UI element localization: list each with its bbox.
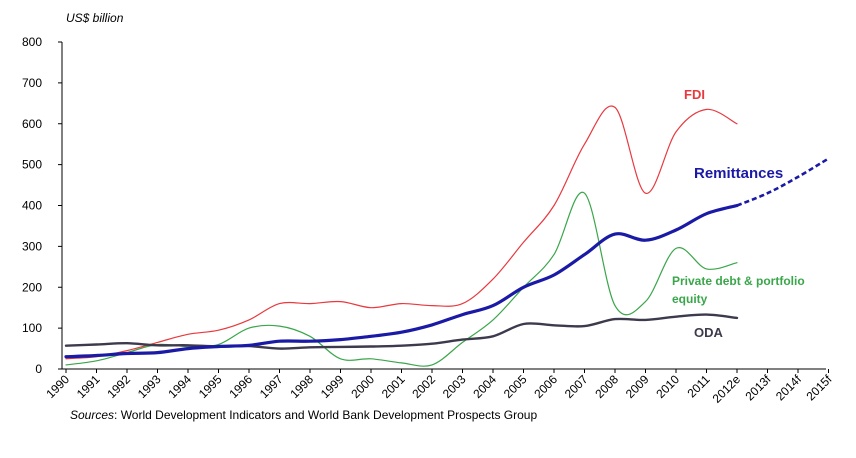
remittances-forecast-line xyxy=(736,157,830,207)
y-axis-ticks: 0 100 200 300 400 500 600 700 800 xyxy=(22,35,62,376)
y-tick-label: 100 xyxy=(22,321,42,335)
x-tick-label: 2007 xyxy=(562,372,591,401)
x-tick-label: 2015f xyxy=(803,372,835,404)
y-tick-label: 400 xyxy=(22,199,42,213)
x-axis-ticks: 1990 1991 1992 1993 1994 1995 1996 1997 1998 1999… xyxy=(43,369,835,406)
source-note-text: : World Development Indicators and World… xyxy=(114,408,538,422)
fdi-label: FDI xyxy=(684,87,705,102)
x-tick-label: 1990 xyxy=(43,372,72,401)
x-tick-label: 1993 xyxy=(135,372,164,401)
y-tick-label: 800 xyxy=(22,35,42,49)
source-note: Sources: World Development Indicators an… xyxy=(70,408,537,422)
remittances-label: Remittances xyxy=(694,165,783,182)
x-tick-label: 2006 xyxy=(531,372,560,401)
y-axis-unit-label: US$ billion xyxy=(66,11,124,25)
remittances-line xyxy=(64,203,739,359)
oda-label: ODA xyxy=(694,325,724,340)
fdi-line xyxy=(65,105,738,360)
x-tick-label: 2001 xyxy=(379,372,408,401)
oda-line xyxy=(64,313,739,350)
x-tick-label: 2000 xyxy=(348,372,377,401)
x-tick-label: 2003 xyxy=(440,372,469,401)
y-tick-label: 600 xyxy=(22,117,42,131)
x-tick-label: 1998 xyxy=(287,372,316,401)
x-tick-label: 2002 xyxy=(409,372,438,401)
y-tick-label: 500 xyxy=(22,158,42,172)
private-debt-label-line2: equity xyxy=(672,292,708,306)
x-tick-label: 2004 xyxy=(470,372,499,401)
y-tick-label: 200 xyxy=(22,280,42,294)
x-tick-label: 1994 xyxy=(165,372,194,401)
series-lines xyxy=(64,105,830,367)
x-tick-label: 2012e xyxy=(710,372,744,406)
x-tick-label: 1997 xyxy=(257,372,286,401)
y-tick-label: 300 xyxy=(22,239,42,253)
private-debt-label-line1: Private debt & portfolio xyxy=(672,274,805,288)
y-tick-label: 0 xyxy=(35,362,42,376)
x-tick-label: 1996 xyxy=(226,372,255,401)
x-tick-label: 1999 xyxy=(318,372,347,401)
x-tick-label: 2005 xyxy=(501,372,530,401)
y-tick-label: 700 xyxy=(22,76,42,90)
x-tick-label: 2013f xyxy=(742,372,774,404)
x-tick-label: 2014f xyxy=(773,372,805,404)
x-tick-label: 1992 xyxy=(104,372,133,401)
x-tick-label: 2009 xyxy=(623,372,652,401)
x-tick-label: 2010 xyxy=(653,372,682,401)
x-tick-label: 2008 xyxy=(592,372,621,401)
x-tick-label: 1991 xyxy=(74,372,103,401)
x-tick-label: 1995 xyxy=(196,372,225,401)
source-note-label: Sources xyxy=(70,408,115,422)
